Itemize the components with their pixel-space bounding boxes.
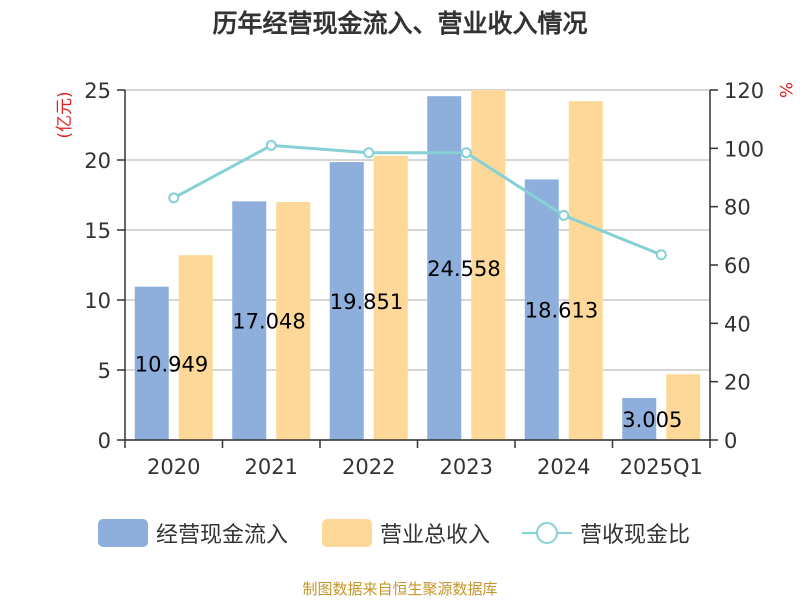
right-tick-label: 0: [724, 429, 737, 453]
right-tick-label: 20: [724, 371, 751, 395]
ratio-line-point: [460, 147, 472, 159]
data-label-cash-inflow: 10.949: [135, 352, 208, 376]
right-tick-label: 60: [724, 254, 751, 278]
right-tick-label: 40: [724, 312, 751, 336]
bar-revenue: [568, 101, 603, 440]
bar-revenue: [471, 90, 506, 440]
axes: 0 5 10 15 20 25 0 20 40 60 80 100 120 2020 2021 2022 202…: [84, 79, 764, 479]
right-tick-label: 100: [724, 137, 764, 161]
x-tick-label: 2020: [147, 455, 200, 479]
ratio-line: [168, 139, 667, 261]
bar-cash-inflow: [232, 201, 267, 440]
ratio-line-point: [265, 139, 277, 151]
data-label-cash-inflow: 18.613: [525, 299, 598, 323]
x-tick-label: 2021: [245, 455, 298, 479]
left-tick-label: 10: [84, 289, 111, 313]
chart-title: 历年经营现金流入、营业收入情况: [212, 9, 588, 38]
bars: [134, 90, 701, 441]
legend-label-ratio: 营收现金比: [580, 523, 691, 548]
ratio-line-point: [168, 192, 180, 204]
left-tick-label: 15: [84, 219, 111, 243]
legend-label-revenue: 营业总收入: [380, 523, 491, 548]
right-tick-label: 120: [724, 79, 764, 103]
bar-revenue: [276, 202, 311, 440]
x-tick-label: 2024: [537, 455, 590, 479]
left-tick-label: 5: [98, 359, 111, 383]
left-axis-unit: (亿元): [55, 91, 75, 138]
data-label-cash-inflow: 17.048: [232, 310, 305, 334]
legend-item-revenue[interactable]: 营业总收入: [322, 518, 490, 548]
bar-cash-inflow: [329, 162, 364, 440]
bar-revenue: [666, 374, 701, 440]
legend-item-cash-inflow[interactable]: 经营现金流入: [98, 518, 288, 548]
legend-item-ratio[interactable]: 营收现金比: [522, 518, 690, 548]
right-tick-label: 80: [724, 196, 751, 220]
x-tick-label: 2023: [440, 455, 493, 479]
ratio-line-point: [655, 249, 667, 261]
ratio-line-path: [173, 143, 662, 257]
data-labels: 10.949 17.048 19.851 24.558 18.613 3.005: [135, 257, 683, 432]
bar-cash-inflow: [622, 397, 657, 440]
left-tick-label: 25: [84, 79, 111, 103]
legend-swatch-cash-inflow: [98, 519, 148, 547]
bar-revenue: [373, 155, 408, 441]
x-tick-label: 2025Q1: [620, 455, 703, 479]
bar-cash-inflow: [134, 286, 169, 440]
legend-line-marker-icon: [522, 522, 572, 544]
left-tick-label: 0: [98, 429, 111, 453]
bar-revenue: [178, 255, 213, 440]
ratio-line-point: [363, 147, 375, 159]
ratio-line-point: [558, 209, 570, 221]
bar-cash-inflow: [524, 179, 559, 440]
data-label-cash-inflow: 24.558: [427, 257, 500, 281]
x-tick-label: 2022: [342, 455, 395, 479]
right-axis-unit: %: [775, 82, 795, 98]
left-tick-label: 20: [84, 149, 111, 173]
legend-swatch-revenue: [322, 519, 372, 547]
legend-label-cash-inflow: 经营现金流入: [156, 523, 289, 548]
data-label-cash-inflow: 19.851: [330, 290, 403, 314]
data-label-cash-inflow: 3.005: [622, 408, 682, 432]
source-note: 制图数据来自恒生聚源数据库: [302, 580, 498, 598]
